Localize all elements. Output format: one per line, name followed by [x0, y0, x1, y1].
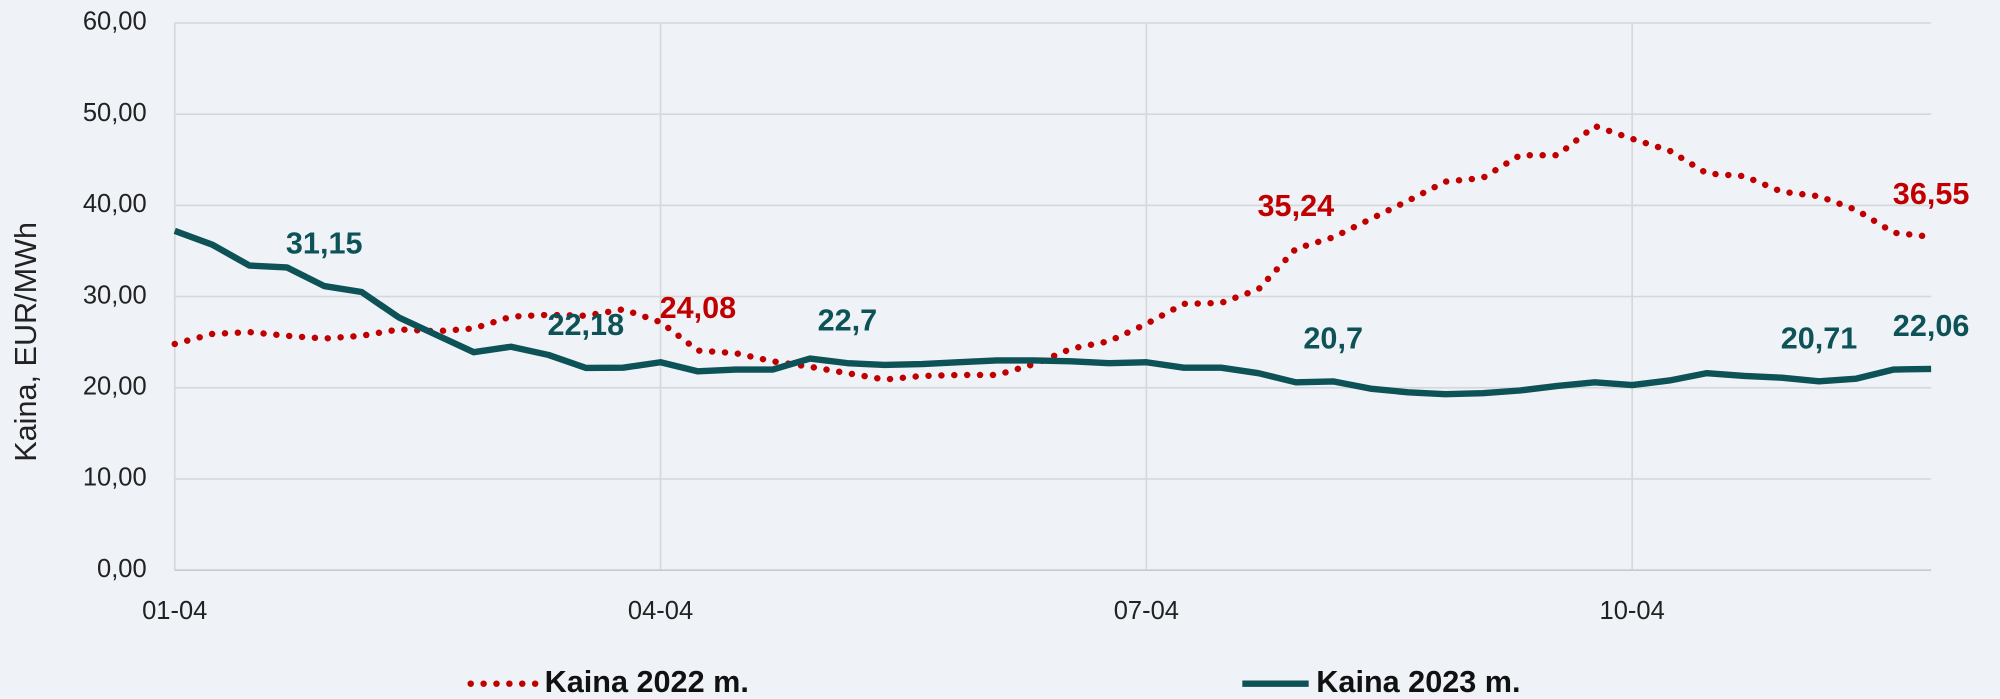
y-tick-label: 0,00 — [97, 555, 147, 583]
data-label: 20,71 — [1781, 322, 1858, 356]
y-tick-label: 50,00 — [83, 99, 147, 127]
series-line — [173, 227, 1932, 398]
data-label: 36,55 — [1893, 177, 1970, 211]
legend-label: Kaina 2022 m. — [545, 665, 749, 699]
legend-label: Kaina 2023 m. — [1316, 665, 1520, 699]
y-tick-label: 10,00 — [83, 464, 147, 492]
series-line — [171, 122, 1935, 383]
data-label: 22,7 — [818, 303, 878, 337]
y-tick-label: 20,00 — [83, 372, 147, 400]
y-tick-label: 40,00 — [83, 190, 147, 218]
x-tick-label: 07-04 — [1114, 597, 1179, 625]
y-tick-label: 60,00 — [83, 8, 147, 36]
data-label: 35,24 — [1258, 189, 1335, 223]
data-label: 22,18 — [548, 308, 625, 342]
y-axis-label: Kaina, EUR/MWh — [9, 222, 43, 462]
x-tick-label: 04-04 — [628, 597, 693, 625]
y-tick-label: 30,00 — [83, 281, 147, 309]
data-label: 24,08 — [660, 291, 737, 325]
data-label: 22,06 — [1893, 309, 1970, 343]
data-label: 31,15 — [286, 226, 363, 260]
data-label: 20,7 — [1303, 322, 1363, 356]
x-tick-label: 10-04 — [1600, 597, 1665, 625]
x-tick-label: 01-04 — [142, 597, 207, 625]
